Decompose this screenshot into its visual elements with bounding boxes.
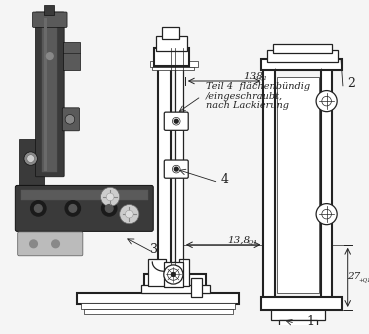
Circle shape [172,273,175,277]
Text: 2: 2 [347,77,355,91]
Bar [151,61,198,66]
Circle shape [101,187,120,206]
FancyBboxPatch shape [32,12,67,27]
Text: 138: 138 [243,72,263,81]
Bar [82,303,235,309]
Circle shape [101,201,117,216]
Bar [271,307,325,320]
Circle shape [125,210,133,218]
Circle shape [174,167,178,171]
Bar [262,297,342,310]
Bar [175,48,183,278]
Bar [77,293,239,304]
Text: 27: 27 [347,272,360,281]
Circle shape [316,204,337,225]
Circle shape [172,117,180,125]
Circle shape [69,204,77,212]
Circle shape [164,265,183,284]
Circle shape [52,240,59,248]
Bar [191,278,202,298]
Bar [262,59,342,70]
Bar [158,48,172,278]
Text: 4: 4 [220,173,228,186]
Circle shape [322,96,331,106]
Circle shape [168,269,179,280]
Bar [44,5,54,15]
Text: /eingeschraubt,: /eingeschraubt, [206,92,283,101]
Bar [273,44,332,53]
FancyBboxPatch shape [15,185,153,231]
Bar [21,190,148,200]
Circle shape [106,193,114,201]
Bar [84,309,233,314]
Circle shape [172,165,180,173]
Circle shape [120,204,139,224]
Circle shape [27,155,34,162]
Bar [179,259,189,286]
Polygon shape [63,42,80,70]
Circle shape [46,53,53,59]
Bar [277,77,319,293]
Polygon shape [19,139,44,187]
Bar [148,259,166,286]
Circle shape [65,201,80,216]
Circle shape [24,152,37,165]
Circle shape [34,204,42,212]
FancyBboxPatch shape [62,108,79,131]
Text: +Q1: +Q1 [358,277,369,282]
Bar [164,262,183,287]
FancyBboxPatch shape [35,12,64,177]
Bar [44,18,47,171]
FancyBboxPatch shape [164,160,188,178]
Text: Q1: Q1 [259,75,268,80]
Bar [42,17,58,172]
Text: 3: 3 [151,243,158,256]
Bar [279,320,317,327]
FancyBboxPatch shape [164,112,188,130]
Text: 13,8: 13,8 [227,235,250,244]
Bar [141,285,210,293]
FancyBboxPatch shape [18,232,83,256]
Bar [154,48,189,66]
Circle shape [174,119,178,123]
Bar [263,67,275,299]
Circle shape [106,204,113,212]
Text: nach Lackierung: nach Lackierung [206,102,289,111]
Circle shape [316,91,337,112]
Bar [144,274,206,289]
Circle shape [65,115,75,124]
Text: Teil 4  flächenbündig: Teil 4 flächenbündig [206,82,310,91]
Text: 1: 1 [307,315,314,328]
Bar [162,27,179,39]
Circle shape [30,240,37,248]
Bar [156,36,187,51]
Text: -Q1: -Q1 [247,239,258,244]
Circle shape [322,209,331,219]
Bar [267,50,338,62]
Bar [152,66,194,70]
Bar [321,67,332,299]
Circle shape [31,201,46,216]
